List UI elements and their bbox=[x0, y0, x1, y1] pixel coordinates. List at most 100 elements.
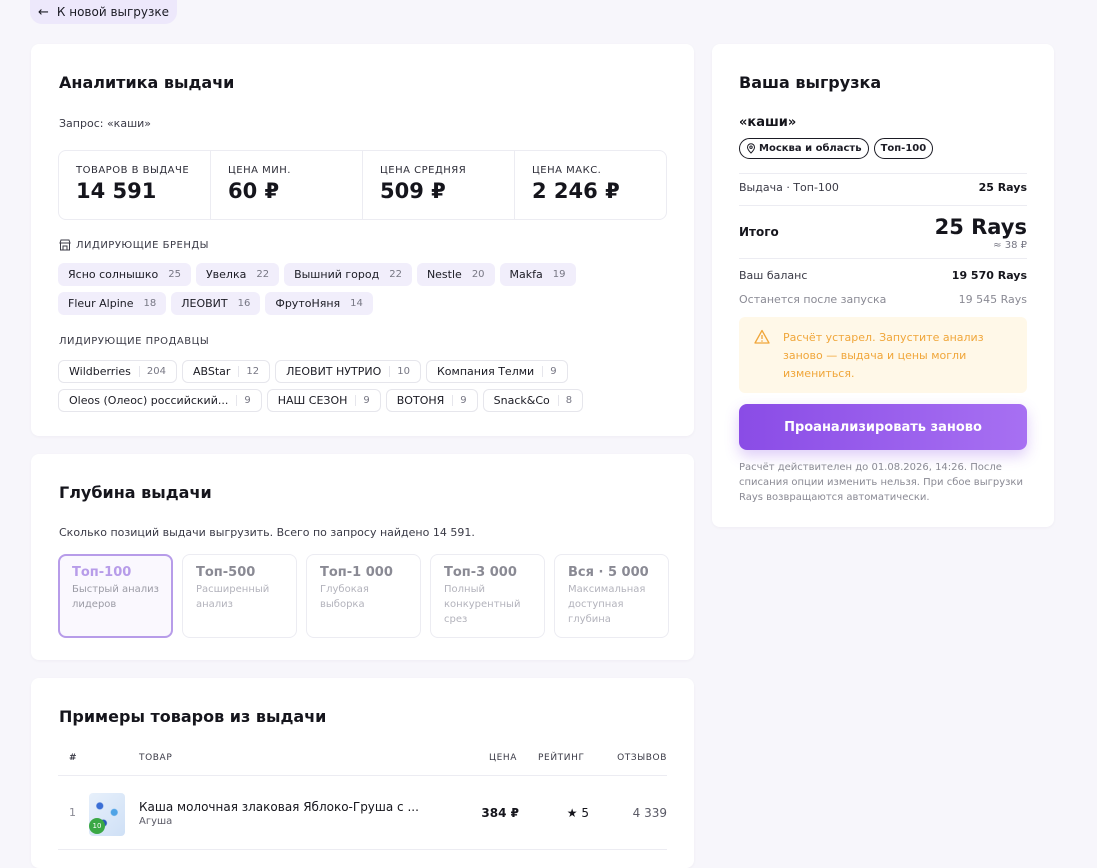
order-tags: Москва и область Топ-100 bbox=[739, 138, 934, 159]
seller-chip[interactable]: Компания Телми 9 bbox=[425, 360, 568, 383]
seller-chip[interactable]: Snack&Co 8 bbox=[482, 389, 584, 412]
brand-count: 18 bbox=[143, 298, 157, 309]
seller-chip[interactable]: Oleos (Олеос) российский... 9 bbox=[58, 389, 262, 412]
remain-label: Останется после запуска bbox=[739, 293, 887, 306]
tier-top-500[interactable]: Топ-500 Расширенный анализ bbox=[182, 554, 297, 638]
col-price: ЦЕНА bbox=[489, 753, 517, 763]
depth-tiers: Топ-100 Быстрый анализ лидеров Топ-500 Р… bbox=[58, 554, 669, 638]
tier-desc: Максимальная доступная глубина bbox=[568, 584, 646, 625]
stat-label: ЦЕНА МИН. bbox=[228, 165, 291, 176]
balance-label: Ваш баланс bbox=[739, 269, 808, 282]
col-rating: РЕЙТИНГ bbox=[538, 753, 585, 763]
brands-section-label: ЛИДИРУЮЩИЕ БРЕНДЫ bbox=[59, 239, 209, 251]
seller-chip[interactable]: ВОТОНЯ 9 bbox=[385, 389, 478, 412]
store-icon bbox=[59, 239, 71, 251]
seller-name: ВОТОНЯ bbox=[396, 394, 445, 407]
examples-title: Примеры товаров из выдачи bbox=[59, 707, 327, 726]
seller-count: 9 bbox=[355, 395, 370, 406]
stat-products: ТОВАРОВ В ВЫДАЧЕ 14 591 bbox=[59, 151, 211, 219]
tier-desc: Расширенный анализ bbox=[196, 584, 270, 610]
tier-top-1000[interactable]: Топ-1 000 Глубокая выборка bbox=[306, 554, 421, 638]
brand-chip[interactable]: Вышний город 22 bbox=[284, 263, 412, 286]
line-label: Выдача · Топ-100 bbox=[739, 181, 839, 194]
product-image-badge: 10 bbox=[89, 818, 105, 834]
seller-count: 8 bbox=[557, 395, 572, 406]
tier-name: Топ-1 000 bbox=[320, 565, 393, 580]
brand-chip[interactable]: Makfa 19 bbox=[499, 263, 576, 286]
brand-name: Makfa bbox=[509, 268, 543, 281]
total-rub: ≈ 38 ₽ bbox=[993, 240, 1027, 251]
brand-name: Увелка bbox=[205, 268, 247, 281]
stat-label: ЦЕНА МАКС. bbox=[532, 165, 602, 176]
brand-count: 16 bbox=[237, 298, 251, 309]
warning-text: Расчёт устарел. Запустите анализ заново … bbox=[783, 331, 984, 380]
product-rating: ★ 5 bbox=[566, 806, 589, 820]
stat-price-max: ЦЕНА МАКС. 2 246 ₽ bbox=[515, 151, 666, 219]
seller-name: Oleos (Олеос) российский... bbox=[69, 394, 229, 407]
tier-top-3000[interactable]: Топ-3 000 Полный конкурентный срез bbox=[430, 554, 545, 638]
brand-chip[interactable]: Ясно солнышко 25 bbox=[58, 263, 191, 286]
sellers-list: Wildberries 204 ABStar 12 ЛЕОВИТ НУТРИО 10 … bbox=[58, 360, 618, 412]
product-name[interactable]: Каша молочная злаковая Яблоко-Груша с ..… bbox=[139, 800, 419, 814]
brand-chip[interactable]: ФрутоНяня 14 bbox=[265, 292, 373, 315]
divider bbox=[739, 205, 1027, 206]
balance-value: 19 570 Rays bbox=[951, 269, 1027, 282]
region-label: Москва и область bbox=[759, 143, 862, 154]
seller-count: 12 bbox=[238, 366, 259, 377]
col-product: ТОВАР bbox=[139, 753, 173, 763]
back-label: К новой выгрузке bbox=[56, 5, 170, 19]
stat-value: 509 ₽ bbox=[380, 179, 446, 203]
brand-count: 20 bbox=[471, 269, 485, 280]
seller-count: 9 bbox=[236, 395, 251, 406]
seller-chip[interactable]: НАШ СЕЗОН 9 bbox=[266, 389, 381, 412]
brand-chip[interactable]: ЛЕОВИТ 16 bbox=[171, 292, 261, 315]
stat-value: 60 ₽ bbox=[228, 179, 280, 203]
tier-top-100[interactable]: Топ-100 Быстрый анализ лидеров bbox=[58, 554, 173, 638]
seller-chip[interactable]: ЛЕОВИТ НУТРИО 10 bbox=[275, 360, 421, 383]
reanalyze-button[interactable]: Проанализировать заново bbox=[739, 404, 1027, 450]
remain-value: 19 545 Rays bbox=[958, 293, 1027, 306]
seller-chip[interactable]: ABStar 12 bbox=[181, 360, 271, 383]
brand-name: Вышний город bbox=[294, 268, 380, 281]
stat-label: ЦЕНА СРЕДНЯЯ bbox=[380, 165, 467, 176]
stat-value: 14 591 bbox=[76, 179, 157, 203]
query-text: Запрос: «каши» bbox=[59, 117, 152, 130]
brand-name: Ясно солнышко bbox=[68, 268, 159, 281]
brand-count: 25 bbox=[168, 269, 181, 280]
brand-count: 14 bbox=[350, 298, 363, 309]
table-header: # ТОВАР ЦЕНА РЕЙТИНГ ОТЗЫВОВ bbox=[58, 746, 667, 776]
tier-desc: Быстрый анализ лидеров bbox=[72, 584, 160, 610]
seller-name: ABStar bbox=[192, 365, 231, 378]
brand-name: Fleur Alpine bbox=[68, 297, 134, 310]
order-title: Ваша выгрузка bbox=[739, 73, 882, 92]
remain-row: Останется после запуска 19 545 Rays bbox=[739, 293, 1027, 306]
examples-card: Примеры товаров из выдачи # ТОВАР ЦЕНА Р… bbox=[31, 678, 694, 868]
brand-chip[interactable]: Fleur Alpine 18 bbox=[58, 292, 167, 315]
brands-label: ЛИДИРУЮЩИЕ БРЕНДЫ bbox=[76, 239, 209, 251]
tier-name: Топ-100 bbox=[72, 565, 132, 580]
brand-count: 22 bbox=[389, 269, 402, 280]
row-num: 1 bbox=[69, 806, 76, 819]
brand-chip[interactable]: Увелка 22 bbox=[195, 263, 280, 286]
seller-name: ЛЕОВИТ НУТРИО bbox=[286, 365, 382, 378]
location-pin-icon bbox=[746, 143, 756, 154]
stale-warning: Расчёт устарел. Запустите анализ заново … bbox=[739, 317, 1027, 393]
tier-all-5000[interactable]: Вся · 5 000 Максимальная доступная глуби… bbox=[554, 554, 669, 638]
brand-count: 19 bbox=[552, 269, 566, 280]
stat-value: 2 246 ₽ bbox=[532, 179, 620, 203]
tier-name: Топ-500 bbox=[196, 565, 256, 580]
analytics-title: Аналитика выдачи bbox=[59, 73, 235, 92]
seller-count: 10 bbox=[389, 366, 410, 377]
brand-chip[interactable]: Nestle 20 bbox=[416, 263, 495, 286]
line-value: 25 Rays bbox=[978, 181, 1027, 194]
depth-tag: Топ-100 bbox=[873, 138, 934, 159]
total-value: 25 Rays bbox=[934, 215, 1027, 239]
back-to-new-export-button[interactable]: ← К новой выгрузке bbox=[30, 0, 178, 24]
seller-name: Компания Телми bbox=[436, 365, 535, 378]
stat-price-avg: ЦЕНА СРЕДНЯЯ 509 ₽ bbox=[363, 151, 515, 219]
balance-row: Ваш баланс 19 570 Rays bbox=[739, 269, 1027, 282]
seller-chip[interactable]: Wildberries 204 bbox=[58, 360, 177, 383]
table-row[interactable]: 1 10 Каша молочная злаковая Яблоко-Груша… bbox=[58, 776, 667, 850]
tier-name: Топ-3 000 bbox=[444, 565, 517, 580]
depth-card: Глубина выдачи Сколько позиций выдачи вы… bbox=[31, 454, 694, 660]
